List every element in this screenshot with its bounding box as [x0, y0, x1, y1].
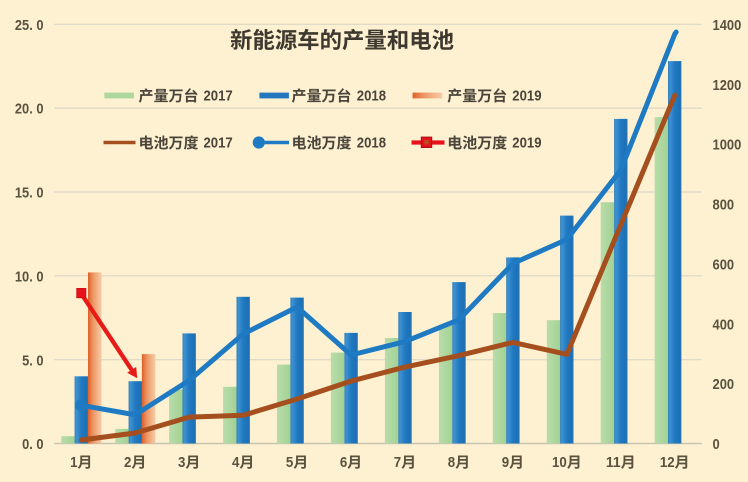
svg-text:7: 7 — [394, 455, 401, 471]
svg-text:1400: 1400 — [713, 18, 742, 34]
svg-text:200: 200 — [713, 377, 735, 393]
svg-text:0: 0 — [713, 437, 720, 453]
svg-text:6: 6 — [340, 455, 347, 471]
svg-text:2: 2 — [124, 455, 131, 471]
svg-text:0. 0: 0. 0 — [22, 437, 43, 453]
svg-text:3: 3 — [178, 455, 185, 471]
svg-text:12: 12 — [660, 455, 675, 471]
svg-text:5: 5 — [286, 455, 293, 471]
svg-text:20. 0: 20. 0 — [15, 102, 44, 118]
svg-text:1000: 1000 — [713, 138, 742, 154]
svg-text:2018: 2018 — [357, 136, 386, 152]
svg-text:800: 800 — [713, 198, 735, 214]
svg-text:8: 8 — [448, 455, 455, 471]
svg-text:2018: 2018 — [357, 89, 386, 105]
svg-text:9: 9 — [502, 455, 509, 471]
svg-text:2019: 2019 — [512, 89, 541, 105]
svg-text:2019: 2019 — [512, 136, 541, 152]
svg-text:1: 1 — [70, 455, 77, 471]
svg-text:4: 4 — [232, 455, 240, 471]
svg-text:2017: 2017 — [204, 89, 233, 105]
svg-text:400: 400 — [713, 317, 735, 333]
svg-text:2017: 2017 — [204, 136, 233, 152]
svg-text:600: 600 — [713, 257, 735, 273]
svg-text:11: 11 — [606, 455, 621, 471]
svg-text:10: 10 — [552, 455, 567, 471]
svg-text:5. 0: 5. 0 — [22, 353, 43, 369]
svg-text:25. 0: 25. 0 — [15, 18, 44, 34]
svg-text:15. 0: 15. 0 — [15, 186, 44, 202]
svg-text:10. 0: 10. 0 — [15, 269, 44, 285]
svg-text:1200: 1200 — [713, 78, 742, 94]
